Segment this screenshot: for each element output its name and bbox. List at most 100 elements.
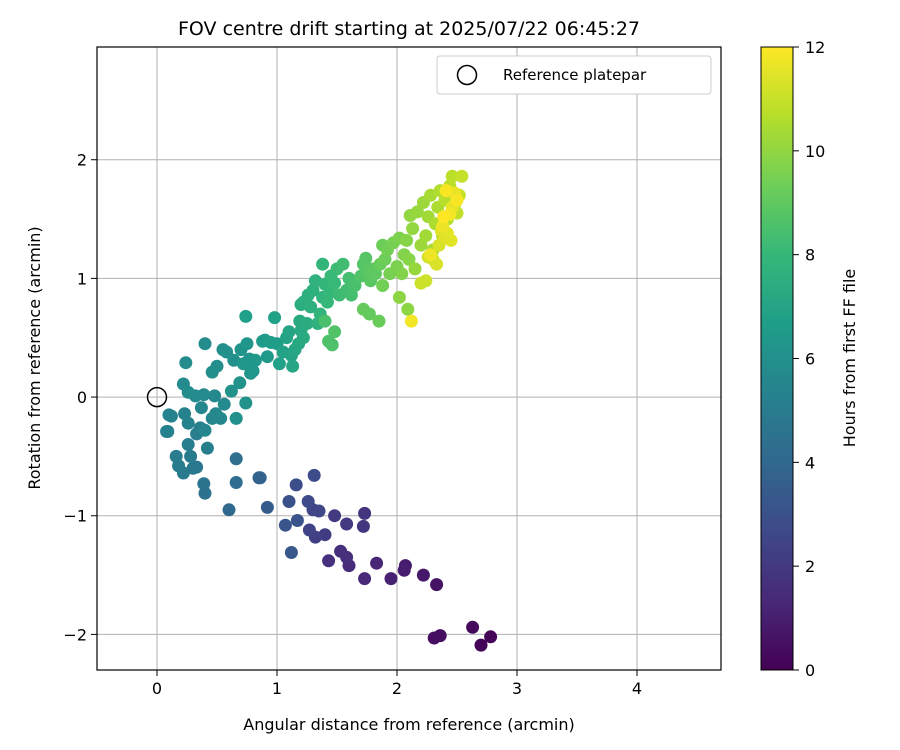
y-axis-ticks: −2 −1 0 1 2 xyxy=(63,151,97,644)
scatter-point-163 xyxy=(424,188,438,202)
scatter-point-67 xyxy=(179,356,193,370)
scatter-point-194 xyxy=(450,193,464,207)
scatter-point-153 xyxy=(392,290,406,304)
legend-box xyxy=(436,55,712,95)
scatter-point-90 xyxy=(239,309,253,323)
scatter-point-9 xyxy=(384,572,398,586)
scatter-point-68 xyxy=(198,337,212,351)
scatter-point-29 xyxy=(290,514,304,527)
scatter-point-92 xyxy=(272,357,286,371)
x-tick-label: 4 xyxy=(632,679,642,698)
colorbar-tick-label: 2 xyxy=(805,557,815,576)
scatter-point-77 xyxy=(239,396,253,410)
scatter-point-85 xyxy=(260,350,274,364)
scatter-point-181 xyxy=(430,257,444,271)
scatter-point-132 xyxy=(359,251,373,265)
scatter-point-52 xyxy=(160,425,174,438)
scatter-point-32 xyxy=(260,500,274,514)
scatter-point-118 xyxy=(328,276,342,290)
scatter-point-172 xyxy=(445,169,459,183)
x-tick-label: 0 xyxy=(152,679,162,698)
scatter-point-102 xyxy=(296,331,310,345)
scatter-point-157 xyxy=(408,262,422,276)
scatter-point-1 xyxy=(474,638,488,652)
scatter-point-152 xyxy=(402,252,416,266)
scatter-point-25 xyxy=(301,495,315,508)
scatter-point-35 xyxy=(222,503,236,517)
scatter-point-24 xyxy=(312,504,326,518)
scatter-points xyxy=(160,169,498,652)
scatter-point-38 xyxy=(198,486,212,500)
scatter-point-176 xyxy=(455,169,469,183)
scatter-point-66 xyxy=(181,385,195,399)
y-tick-label: 0 xyxy=(77,388,87,407)
x-tick-label: 2 xyxy=(392,679,402,698)
colorbar-tick-label: 4 xyxy=(805,453,815,472)
scatter-point-30 xyxy=(278,518,292,532)
scatter-point-42 xyxy=(184,449,198,463)
scatter-point-56 xyxy=(194,401,208,415)
legend-reference-label: Reference platepar xyxy=(503,66,647,84)
scatter-point-161 xyxy=(419,229,433,243)
scatter-point-74 xyxy=(229,411,243,425)
scatter-point-10 xyxy=(370,556,384,570)
scatter-point-154 xyxy=(401,302,415,316)
colorbar-tick-label: 6 xyxy=(805,350,815,369)
scatter-point-128 xyxy=(325,338,339,352)
legend-reference-marker xyxy=(456,64,478,86)
scatter-point-195 xyxy=(437,210,451,224)
y-tick-label: −2 xyxy=(63,625,87,644)
scatter-point-54 xyxy=(164,409,178,423)
scatter-point-22 xyxy=(302,523,316,537)
y-tick-label: 1 xyxy=(77,269,87,288)
colorbar-tick-label: 10 xyxy=(805,142,825,161)
scatter-point-4 xyxy=(427,631,441,645)
scatter-point-75 xyxy=(224,384,238,398)
scatter-point-76 xyxy=(233,376,247,390)
colorbar-tick-label: 8 xyxy=(805,246,815,265)
colorbar-label: Hours from first FF file xyxy=(840,269,859,448)
scatter-point-28 xyxy=(282,495,296,508)
scatter-point-82 xyxy=(236,357,250,371)
legend: Reference platepar xyxy=(436,55,712,95)
scatter-point-189 xyxy=(436,219,450,233)
scatter-point-55 xyxy=(178,407,192,421)
colorbar: 0 2 4 6 8 10 12 Hours from first FF file xyxy=(760,38,859,680)
y-axis-label: Rotation from reference (arcmin) xyxy=(25,226,44,489)
colorbar-gradient xyxy=(760,46,794,671)
scatter-point-18 xyxy=(340,517,354,531)
reference-platepar-marker xyxy=(146,386,168,408)
scatter-point-156 xyxy=(406,222,420,236)
x-axis-ticks: 0 1 2 3 4 xyxy=(152,670,642,698)
scatter-point-5 xyxy=(430,578,444,592)
scatter-point-37 xyxy=(229,452,243,466)
scatter-point-49 xyxy=(200,441,214,455)
scatter-point-91 xyxy=(268,311,282,325)
scatter-point-57 xyxy=(198,423,212,437)
scatter-point-6 xyxy=(416,568,430,582)
scatter-point-60 xyxy=(214,411,228,425)
scatter-point-14 xyxy=(340,550,354,564)
scatter-point-125 xyxy=(348,279,362,292)
scatter-point-15 xyxy=(322,554,336,568)
scatter-point-70 xyxy=(210,359,224,373)
scatter-point-114 xyxy=(316,257,330,271)
scatter-point-17 xyxy=(356,519,370,533)
scatter-point-84 xyxy=(248,353,262,367)
x-axis-label: Angular distance from reference (arcmin) xyxy=(243,715,574,734)
reference-marker-layer xyxy=(146,386,168,408)
scatter-point-138 xyxy=(362,307,376,321)
scatter-point-151 xyxy=(400,233,414,247)
scatter-point-193 xyxy=(439,184,453,198)
scatter-point-31 xyxy=(284,546,298,559)
scatter-point-39 xyxy=(197,477,211,491)
scatter-point-178 xyxy=(419,274,433,288)
colorbar-ticks: 0 2 4 6 8 10 12 xyxy=(793,38,825,680)
colorbar-tick-label: 0 xyxy=(805,661,815,680)
scatter-point-144 xyxy=(376,279,390,292)
scatter-point-121 xyxy=(336,257,350,271)
scatter-point-16 xyxy=(358,506,372,520)
y-tick-label: 2 xyxy=(77,151,87,170)
